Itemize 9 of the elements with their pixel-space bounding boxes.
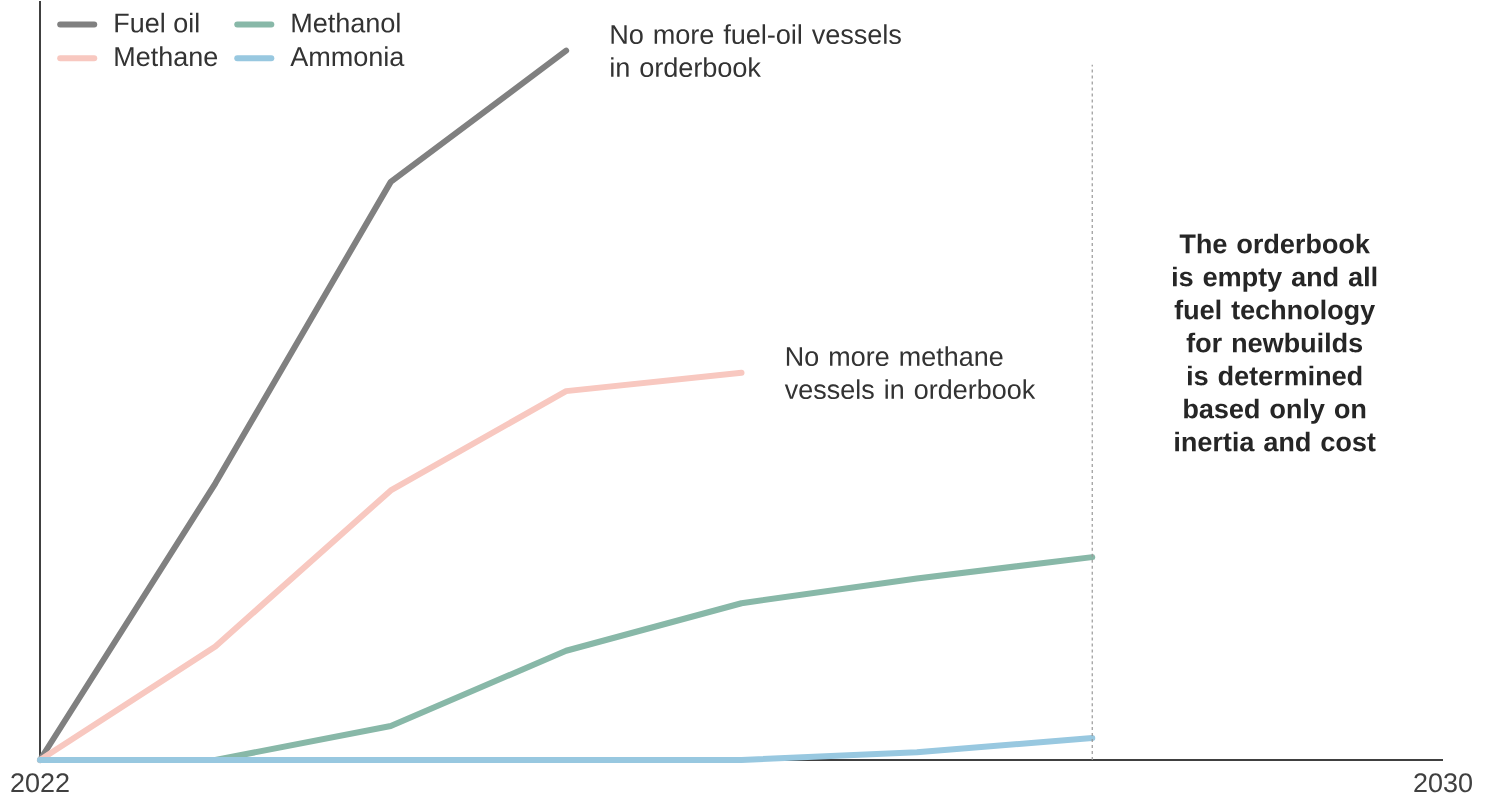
legend-label: Methane <box>115 46 218 67</box>
x-tick-label: 2022 <box>11 773 69 793</box>
annotation: No more fuel-oil vessels in orderbook <box>611 24 901 78</box>
legend-label: Methanol <box>292 12 400 33</box>
legend-label: Fuel oil <box>115 12 199 33</box>
legend-label: Ammonia <box>290 46 405 67</box>
x-tick-label: 2030 <box>1414 773 1472 793</box>
annotation: The orderbook is empty and all fuel technology for newbuilds is determined based only on inertia and cost <box>1173 233 1377 452</box>
annotation: No more methane vessels in orderbook <box>784 346 1036 400</box>
